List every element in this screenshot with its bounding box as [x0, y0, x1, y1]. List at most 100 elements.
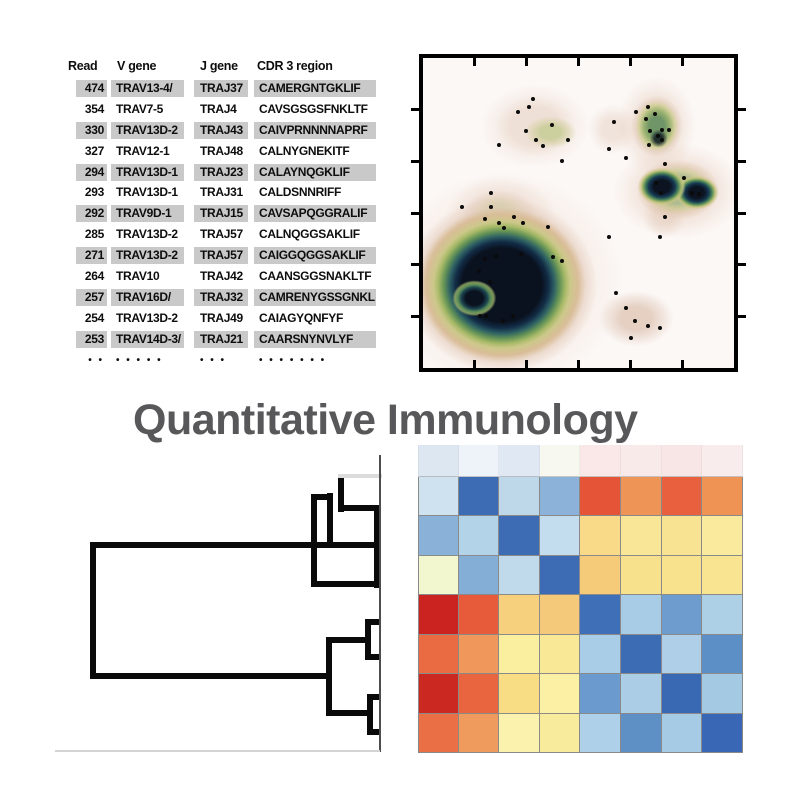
heatmap-cell	[702, 595, 743, 635]
table-cell: TRAV10	[116, 269, 160, 284]
table-cell: 474	[76, 80, 107, 97]
density-dot	[546, 224, 551, 229]
heatmap-cell	[539, 555, 581, 596]
dendrogram-segment	[327, 493, 333, 548]
density-plot	[411, 54, 746, 372]
axis-tick	[411, 159, 419, 163]
table-cell: 254	[84, 310, 104, 325]
heatmap-cell	[418, 445, 459, 477]
heatmap-cell	[702, 634, 743, 675]
axis-tick	[680, 360, 684, 368]
heatmap-cell	[580, 445, 621, 477]
table-cell: TRAV13D-2	[116, 227, 178, 242]
dendrogram-segment	[326, 710, 372, 716]
density-dot	[613, 291, 618, 296]
axis-tick	[577, 58, 580, 66]
heatmap-cell	[418, 516, 459, 556]
density-dot	[657, 325, 662, 330]
axis-ticks-layer	[411, 58, 746, 368]
heatmap	[418, 445, 743, 753]
density-dot	[662, 215, 667, 220]
table-cell: TRAJ15	[194, 205, 248, 223]
table-cell: TRAJ37	[194, 80, 248, 97]
heatmap-cell	[539, 634, 581, 675]
density-dot	[477, 313, 482, 318]
table-cell: TRAV9D-1	[111, 205, 184, 223]
density-dot	[658, 190, 663, 195]
table-row: 294 TRAV13D-1 TRAJ23 CALAYNQGKLIF	[62, 162, 382, 183]
heatmap-cell	[458, 477, 500, 517]
table-cell: TRAJ57	[194, 247, 248, 265]
table-cell: CAMRENYGSSGNKL	[254, 288, 376, 306]
density-dot	[531, 97, 536, 102]
density-dot	[624, 156, 629, 161]
table-cell: TRAV14D-3/	[111, 330, 184, 348]
table-header-row: Read V gene J gene CDR 3 region	[62, 55, 382, 78]
dendrogram-segment	[311, 494, 317, 586]
heatmap-cell	[580, 516, 621, 556]
heatmap-cell	[620, 516, 662, 556]
heatmap-cell	[499, 674, 540, 714]
heatmap-cell	[539, 674, 581, 714]
table-cell: TRAV13D-1	[116, 185, 178, 200]
table-row: 474 TRAV13-4/TRAJ37 CAMERGNTGKLIF	[62, 78, 382, 99]
table-cell: 292	[76, 205, 107, 223]
table-cell: TRAV13D-1	[111, 163, 184, 181]
table-cell: 257	[76, 288, 107, 306]
table-cell: 264	[84, 269, 104, 284]
density-dot	[645, 104, 650, 109]
density-dot	[502, 225, 507, 230]
density-dot	[655, 134, 660, 139]
heatmap-cell	[702, 445, 743, 477]
axis-tick	[738, 108, 746, 112]
table-ellipsis-cell: • • •	[200, 354, 227, 366]
heatmap-cell	[539, 713, 581, 753]
heatmap-cell	[418, 634, 459, 675]
density-dot	[511, 215, 516, 220]
table-header-vgene: V gene	[117, 59, 157, 73]
table-cell: 293	[84, 185, 104, 200]
table-cell: TRAV13D-2	[111, 121, 184, 139]
axis-tick	[473, 58, 477, 66]
dendrogram-segment	[55, 750, 380, 752]
table-cell: CALDSNNRIFF	[259, 185, 342, 200]
heatmap-cell	[620, 555, 662, 596]
heatmap-cell	[580, 713, 621, 753]
kde-density-layer	[423, 58, 734, 368]
density-dot	[646, 143, 651, 148]
dendrogram-segment	[367, 729, 379, 735]
heatmap-cell	[661, 445, 703, 477]
page-title: Quantitative Immunology	[133, 396, 638, 444]
heatmap-cell	[539, 595, 581, 635]
heatmap-cell	[702, 477, 743, 517]
density-dot	[690, 190, 694, 195]
table-cell: 354	[84, 101, 104, 116]
heatmap-cell	[458, 634, 500, 675]
density-dot	[565, 137, 570, 142]
density-dot	[696, 192, 701, 197]
density-dot	[560, 259, 565, 264]
dendrogram-segment	[311, 581, 380, 587]
density-dot	[520, 220, 525, 225]
density-dot	[518, 252, 523, 257]
axis-tick	[738, 211, 746, 215]
dendrogram-segment	[326, 637, 332, 716]
axis-tick	[738, 314, 746, 318]
table-row: 264 TRAV10 TRAJ42 CAANSGGSNAKLTF	[62, 266, 382, 287]
axis-tick	[411, 314, 419, 318]
density-dot	[657, 234, 662, 239]
table-cell: TRAV13-4/	[111, 80, 184, 97]
axis-tick	[473, 360, 477, 368]
density-dot	[489, 205, 494, 210]
axis-tick	[628, 360, 632, 368]
heatmap-cell	[539, 445, 581, 477]
heatmap-cell	[418, 477, 459, 517]
heatmap-cell	[580, 634, 621, 675]
heatmap-cell	[418, 674, 459, 714]
density-dot	[487, 279, 492, 284]
density-dot	[560, 158, 565, 163]
table-cell: TRAV13D-2	[116, 310, 178, 325]
dendrogram-segment	[367, 694, 379, 700]
table-cell: TRAJ21	[194, 330, 248, 348]
